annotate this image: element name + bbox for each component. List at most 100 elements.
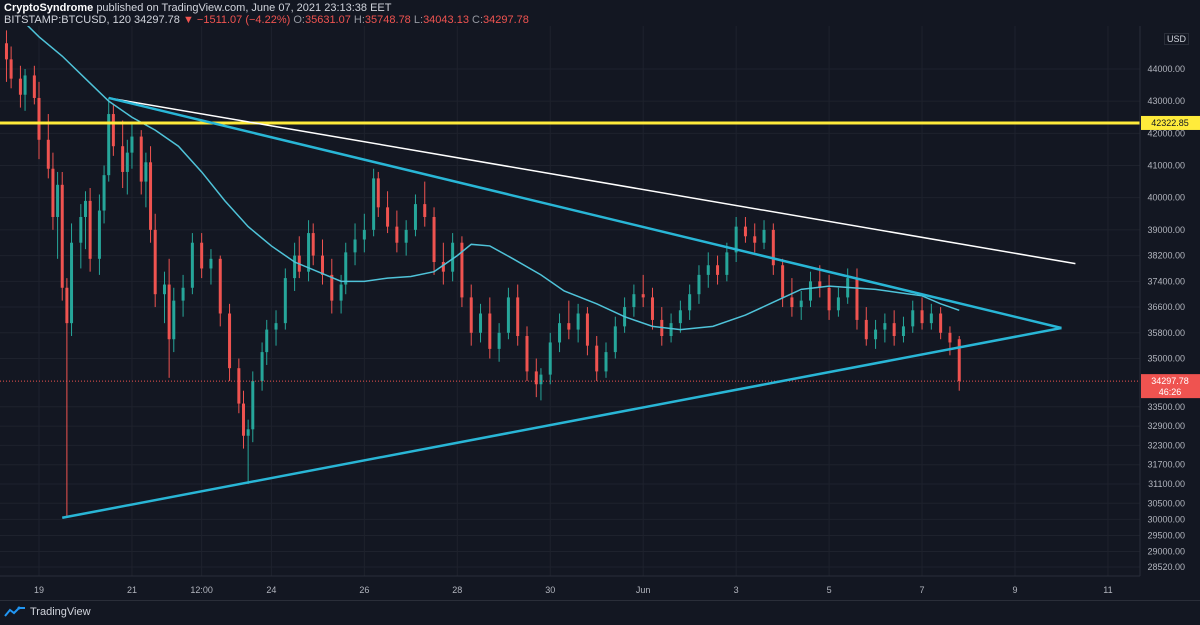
candle-body [237,368,241,404]
candle-body [883,323,887,330]
candle-body [650,297,654,320]
symbol-interval[interactable]: BITSTAMP:BTCUSD, 120 [4,14,131,26]
time-tick-label: 28 [452,585,462,595]
price-tick-label: 28520.00 [1147,562,1185,572]
high-value: 35748.78 [364,14,411,26]
candle-body [56,184,60,217]
candle [265,319,269,365]
candle [939,307,943,340]
candle-body [404,229,408,243]
candle-body [65,287,69,324]
candle [386,191,390,234]
candle-body [37,97,41,140]
candle [246,419,250,484]
candle [585,307,589,356]
candle-body [920,310,924,324]
level-tag-label: 42322.85 [1151,118,1189,128]
candle [762,220,766,250]
candle-body [88,200,92,259]
candle-body [111,114,115,147]
candle-body [246,429,250,436]
candle-body [307,233,311,272]
candle [60,171,64,301]
candle [149,146,153,243]
candle [534,358,538,398]
candle [209,249,213,285]
candle-body [102,175,106,211]
candle-body [376,178,380,208]
candle [413,194,417,237]
candle [9,46,13,89]
open-label: O: [293,14,305,26]
trendline-resistance-white [108,97,1076,265]
candle [395,210,399,253]
currency-badge[interactable]: USD [1164,33,1190,45]
candle-body [293,255,297,279]
candle [88,188,92,272]
candle [153,213,157,308]
candle [70,223,74,337]
candle-body [274,323,278,330]
candle [874,319,878,349]
candle-body [781,265,785,298]
candle [172,287,176,353]
candle-body [311,233,315,256]
price-chart[interactable]: 44000.00 43000.00 42000.00 41000.00 40000.00… [0,26,1200,600]
time-tick-label: Jun [636,585,651,595]
candle-body [125,152,129,172]
candle [111,104,115,156]
candle [516,284,520,346]
candle-body [516,297,520,337]
candle [911,300,915,333]
tradingview-brand[interactable]: TradingView [4,606,91,618]
candle-body [901,326,905,337]
price-tick-label: 30000.00 [1147,514,1185,524]
candle [162,271,166,324]
candle-body [688,294,692,311]
price-tick-label: 35800.00 [1147,328,1185,338]
candle [539,368,543,401]
candle-body [855,278,859,320]
price-tick-label: 32300.00 [1147,440,1185,450]
candle-body [743,226,747,237]
brand-label: TradingView [30,606,91,618]
time-tick-label: 7 [920,585,925,595]
candle-body [18,78,22,95]
candle-body [525,336,529,372]
candle-body [948,332,952,343]
candle-body [353,239,357,253]
candle [190,233,194,295]
candle-body [790,297,794,308]
candle-body [162,284,166,295]
author-name[interactable]: CryptoSyndrome [4,2,94,14]
candle-body [469,297,473,333]
price-tick-label: 33500.00 [1147,402,1185,412]
candle [18,65,22,108]
candle [892,310,896,346]
time-tick-label: 30 [545,585,555,595]
candle [558,313,562,353]
price-tick-label: 44000.00 [1147,64,1185,74]
candle-body [753,236,757,243]
candle [97,194,101,275]
candle-body [641,294,645,298]
close-label: C: [472,14,484,26]
candle-body [107,114,111,176]
candle-body [23,75,27,95]
candle [716,255,720,285]
time-tick-label: 24 [266,585,276,595]
trendline-lower-triangle [62,326,1062,520]
candle [525,326,529,382]
candle-body [190,242,194,288]
candle-body [228,313,232,369]
candle [948,326,952,356]
candle [353,223,357,266]
candle [125,139,129,195]
price-axis: 44000.00 43000.00 42000.00 41000.00 40000.00… [1147,64,1185,572]
candle-body [460,242,464,298]
candle [781,258,785,308]
candle [451,233,455,282]
candle [743,216,747,243]
candle [51,152,55,230]
price-tick-label: 35000.00 [1147,354,1185,364]
